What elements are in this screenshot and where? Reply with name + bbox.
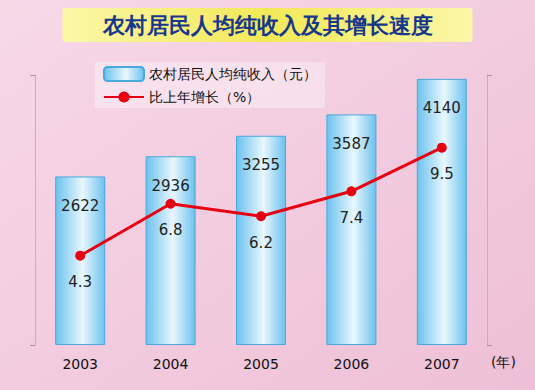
svg-text:2005: 2005 — [243, 356, 279, 372]
svg-text:2007: 2007 — [424, 356, 460, 372]
svg-text:6.8: 6.8 — [159, 221, 183, 239]
svg-text:2006: 2006 — [334, 356, 370, 372]
svg-text:6.2: 6.2 — [249, 234, 273, 252]
svg-text:3255: 3255 — [242, 156, 280, 174]
svg-text:农村居民人均纯收入及其增长速度: 农村居民人均纯收入及其增长速度 — [102, 13, 433, 38]
svg-text:(年): (年) — [491, 354, 516, 370]
svg-text:3587: 3587 — [332, 135, 370, 153]
svg-text:2004: 2004 — [153, 356, 189, 372]
svg-text:2622: 2622 — [61, 197, 99, 215]
svg-text:农村居民人均纯收入（元）: 农村居民人均纯收入（元） — [149, 66, 317, 82]
svg-text:4.3: 4.3 — [68, 273, 92, 291]
svg-text:2003: 2003 — [62, 356, 98, 372]
svg-text:7.4: 7.4 — [339, 209, 363, 227]
svg-text:比上年增长（%）: 比上年增长（%） — [149, 89, 260, 105]
svg-text:9.5: 9.5 — [430, 165, 454, 183]
svg-text:4140: 4140 — [423, 99, 461, 117]
svg-text:2936: 2936 — [152, 177, 190, 195]
